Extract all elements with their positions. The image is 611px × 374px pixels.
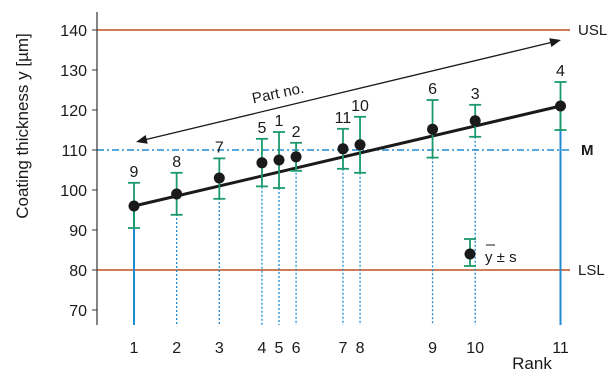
y-tick-label: 130: [60, 63, 87, 80]
y-tick-label: 80: [69, 263, 87, 280]
part-number-label: 4: [556, 63, 565, 80]
data-point: [290, 151, 302, 163]
data-point: [354, 139, 366, 151]
x-tick-label: 10: [466, 340, 484, 357]
y-tick-label: 120: [60, 103, 87, 120]
part-number-label: 2: [292, 124, 301, 141]
y-tick-label: 140: [60, 23, 87, 40]
trend: [133, 38, 561, 208]
arrow-head-right: [549, 38, 561, 47]
y-tick-label: 100: [60, 183, 87, 200]
part-number-label: 1: [275, 113, 284, 130]
part-number-label: 3: [471, 86, 480, 103]
part-number-label: 8: [172, 154, 181, 171]
y-tick-label: 90: [69, 223, 87, 240]
part-number-label: 11: [335, 110, 352, 127]
reference-lines: [97, 29, 570, 271]
legend-point: [464, 248, 476, 260]
part-number-label: 5: [257, 120, 266, 137]
part-number-label: 6: [428, 81, 437, 98]
part-number-label: 10: [351, 98, 369, 115]
data-point: [427, 123, 439, 135]
x-tick-label: 7: [339, 340, 348, 357]
reference-label-m: M: [581, 142, 594, 159]
x-tick-label: 8: [356, 340, 365, 357]
data-point: [128, 200, 140, 212]
x-axis-label: Rank: [512, 354, 552, 373]
data-point: [469, 115, 481, 127]
data-point: [273, 154, 285, 166]
x-tick-label: 5: [275, 340, 284, 357]
drop-lines: [133, 106, 562, 325]
y-tick-label: 70: [69, 303, 87, 320]
data-point: [256, 157, 268, 169]
y-tick-label: 110: [61, 143, 87, 160]
legend-label: y ± s: [485, 249, 517, 266]
part-number-label: 7: [215, 139, 224, 156]
reference-label-lsl: LSL: [578, 262, 605, 279]
axes: [92, 12, 98, 325]
data-points: [128, 100, 566, 260]
x-tick-label: 1: [130, 340, 139, 357]
part-no-arrow: [143, 41, 554, 141]
x-tick-label: 2: [172, 340, 181, 357]
x-tick-label: 11: [552, 340, 569, 357]
y-axis-label: Coating thickness y [µm]: [13, 33, 32, 219]
data-point: [555, 100, 566, 112]
x-tick-label: 3: [215, 340, 224, 357]
x-tick-label: 4: [257, 340, 266, 357]
trend-line: [133, 104, 561, 208]
data-point: [337, 143, 349, 155]
data-point: [213, 172, 225, 184]
arrow-head-left: [136, 135, 148, 144]
reference-label-usl: USL: [578, 22, 607, 39]
labels: USLMLSL708090100110120130140918273541526…: [60, 22, 607, 357]
x-tick-label: 9: [428, 340, 437, 357]
part-number-label: 9: [130, 164, 139, 181]
data-point: [171, 188, 183, 200]
x-tick-label: 6: [292, 340, 301, 357]
